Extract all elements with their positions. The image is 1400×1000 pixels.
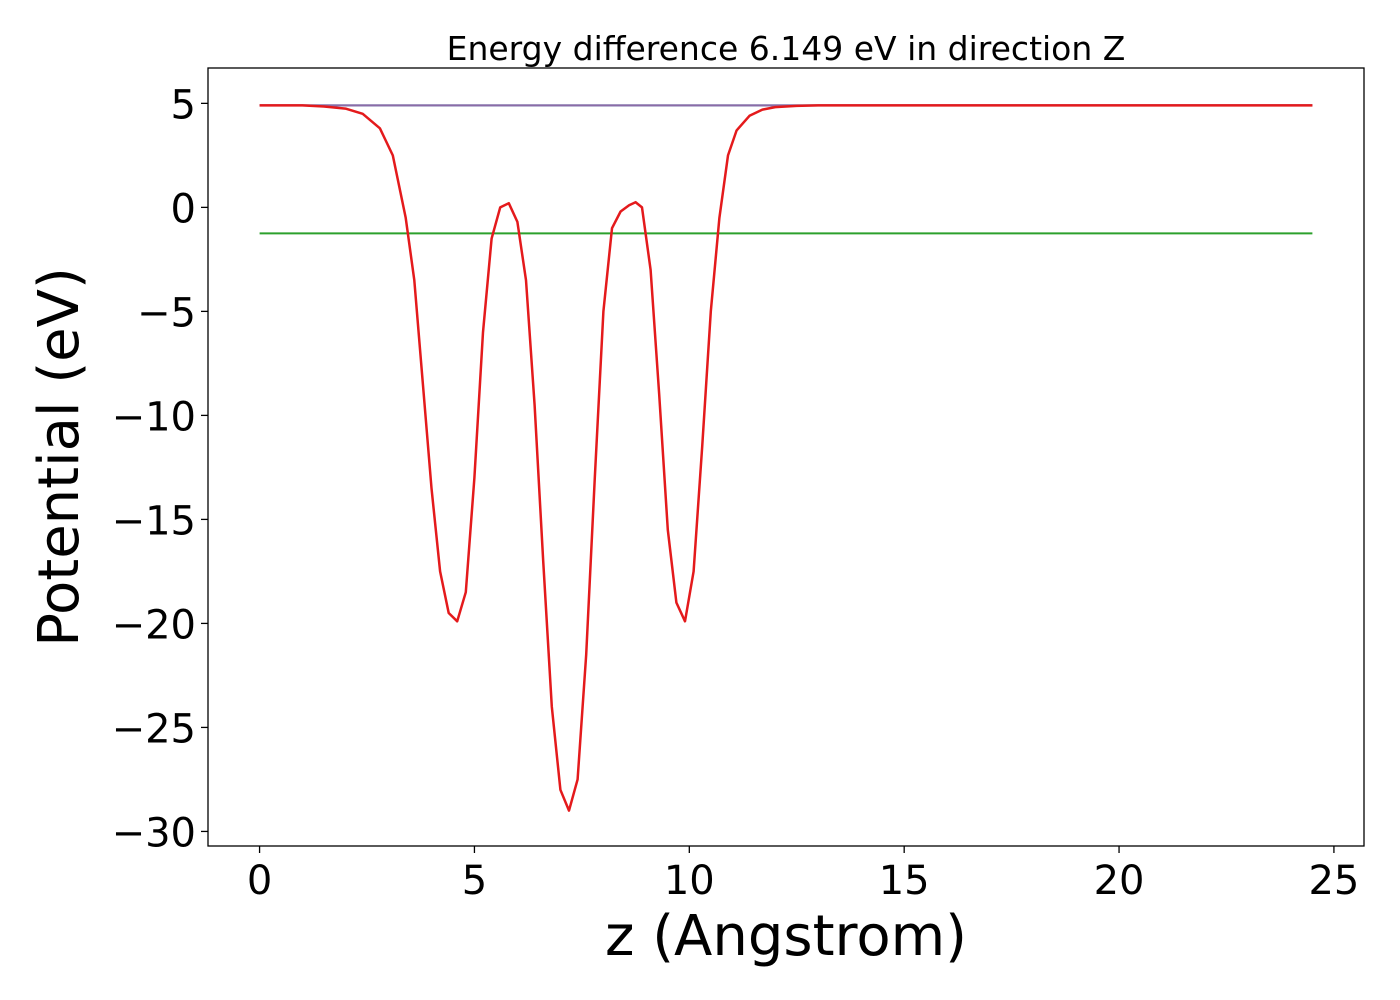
chart-title: Energy difference 6.149 eV in direction … [447, 29, 1126, 68]
y-tick-label: 5 [171, 82, 196, 128]
x-tick-label: 25 [1308, 858, 1359, 904]
x-tick-label: 10 [664, 858, 715, 904]
x-tick-label: 20 [1094, 858, 1145, 904]
y-tick-label: 0 [171, 186, 196, 232]
x-tick-label: 5 [462, 858, 487, 904]
series-line-4 [259, 104, 1313, 812]
y-tick-label: −30 [112, 810, 196, 856]
y-tick-label: −20 [112, 602, 196, 648]
x-axis-label: z (Angstrom) [605, 904, 967, 969]
y-tick-label: −15 [112, 498, 196, 544]
plot-lines [259, 104, 1313, 812]
y-tick-label: −5 [137, 290, 196, 336]
y-tick-label: −25 [112, 706, 196, 752]
x-axis-ticks: 0 5 10 15 20 25 [247, 846, 1359, 904]
y-tick-label: −10 [112, 394, 196, 440]
x-tick-label: 15 [879, 858, 930, 904]
y-axis-ticks: 5 0 −5 −10 −15 −20 −25 −30 [112, 82, 208, 856]
plot-frame [207, 67, 1365, 847]
x-tick-label: 0 [247, 858, 272, 904]
y-axis-label: Potential (eV) [27, 267, 92, 647]
